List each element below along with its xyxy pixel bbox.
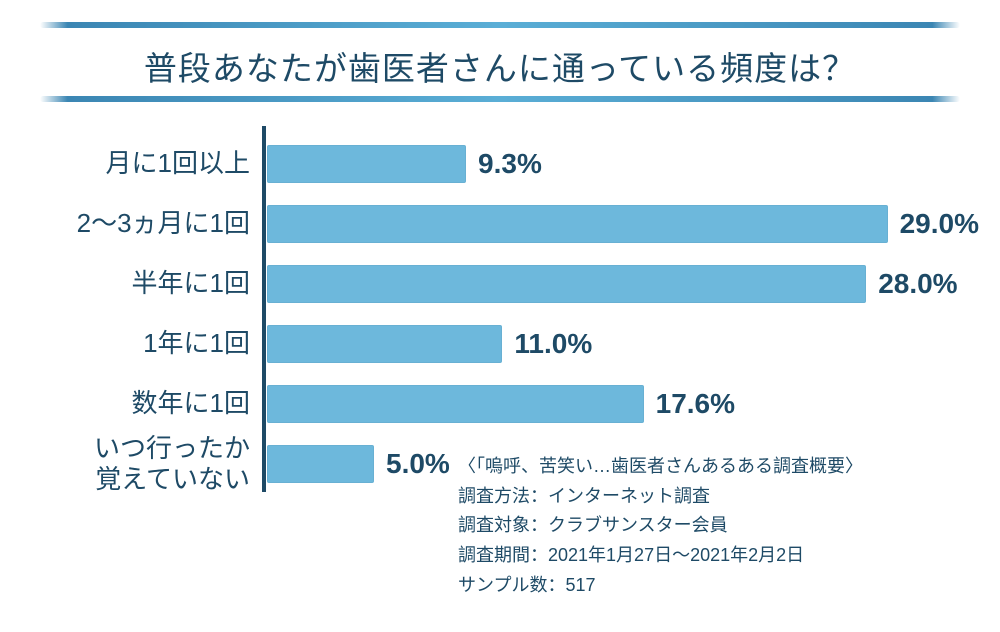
- category-label: 1年に1回: [143, 328, 250, 359]
- value-label: 9.3%: [478, 148, 542, 180]
- bar-row: 数年に1回 17.6%: [40, 374, 960, 434]
- bar: [267, 325, 502, 363]
- chart-title: 普段あなたが歯医者さんに通っている頻度は？: [40, 42, 960, 90]
- bar: [267, 445, 374, 483]
- value-label: 11.0%: [514, 328, 592, 360]
- chart-canvas: 普段あなたが歯医者さんに通っている頻度は？ 月に1回以上 9.3% 2〜3ヵ月に1回…: [0, 0, 1000, 632]
- bar-row: 1年に1回 11.0%: [40, 314, 960, 374]
- rule-bottom: [40, 96, 960, 102]
- bar: [267, 205, 888, 243]
- bar-row: 2〜3ヵ月に1回29.0%: [40, 194, 960, 254]
- bar-row: 月に1回以上 9.3%: [40, 134, 960, 194]
- category-label: いつ行ったか 覚えていない: [94, 433, 250, 495]
- value-label: 28.0%: [878, 268, 957, 300]
- value-label: 5.0%: [386, 448, 450, 480]
- category-label: 数年に1回: [132, 388, 250, 419]
- source-note: 〈「嗚呼、苦笑い…歯医者さんあるある調査概要〉調査方法：インターネット調査調査対…: [458, 452, 863, 600]
- rule-top: [40, 22, 960, 28]
- value-label: 17.6%: [656, 388, 735, 420]
- source-line: サンプル数：517: [458, 571, 863, 601]
- value-label: 29.0%: [900, 208, 979, 240]
- bar-row: 半年に1回 28.0%: [40, 254, 960, 314]
- category-label: 2〜3ヵ月に1回: [77, 208, 250, 239]
- source-line: 調査期間：2021年1月27日〜2021年2月2日: [458, 541, 863, 571]
- bar: [267, 385, 644, 423]
- category-label: 半年に1回: [132, 268, 250, 299]
- category-label: 月に1回以上: [106, 148, 250, 179]
- bar: [267, 265, 866, 303]
- source-line: 調査方法：インターネット調査: [458, 482, 863, 512]
- source-line: 調査対象：クラブサンスター会員: [458, 511, 863, 541]
- source-line: 〈「嗚呼、苦笑い…歯医者さんあるある調査概要〉: [458, 452, 863, 482]
- bar: [267, 145, 466, 183]
